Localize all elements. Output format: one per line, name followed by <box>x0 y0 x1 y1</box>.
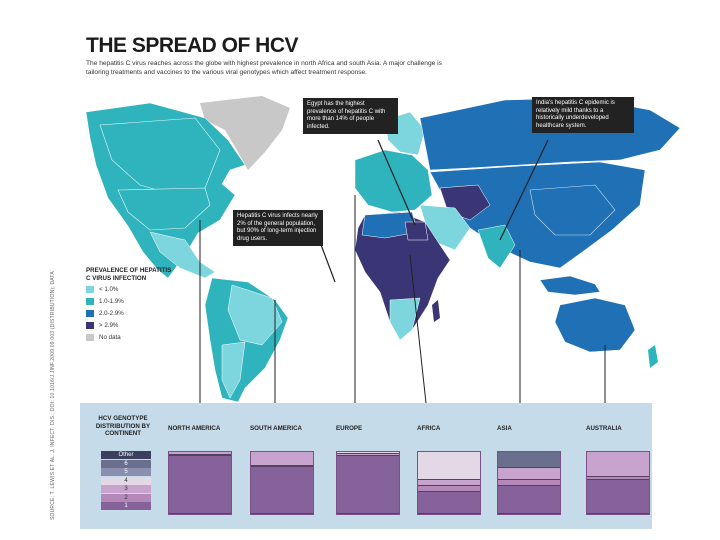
region-label: SOUTH AMERICA <box>250 425 303 432</box>
legend-swatch <box>86 334 94 341</box>
legend-label: > 2.9% <box>99 322 119 329</box>
india-region <box>477 224 516 269</box>
indonesia-region <box>539 275 601 296</box>
genotype-segment-1 <box>169 456 231 514</box>
madagascar-region <box>432 300 440 322</box>
genotype-segment-1 <box>251 467 313 514</box>
argentina-region <box>221 341 246 399</box>
legend-item: No data <box>86 332 176 343</box>
page-subtitle: The hepatitis C virus reaches across the… <box>86 60 442 76</box>
genotype-bar <box>336 451 400 515</box>
prevalence-legend: PREVALENCE OF HEPATITIS C VIRUS INFECTIO… <box>86 267 176 343</box>
new-zealand-region <box>648 345 658 368</box>
legend-swatch <box>86 298 94 305</box>
legend-item: < 1.0% <box>86 284 176 295</box>
region-label: AFRICA <box>417 425 441 432</box>
genotype-segment-3 <box>251 452 313 466</box>
genotype-segment-1 <box>418 492 480 514</box>
china-region <box>529 184 616 236</box>
region-label: NORTH AMERICA <box>168 425 221 432</box>
page-title: THE SPREAD OF HCV <box>86 34 299 57</box>
egypt-region <box>404 221 429 241</box>
australia-region <box>554 297 636 353</box>
genotype-bar <box>417 451 481 515</box>
genotype-segment-3 <box>587 452 649 477</box>
genotype-segment-2 <box>169 455 231 457</box>
egypt-pointer <box>377 139 416 226</box>
japan-region <box>622 185 640 212</box>
genotype-segment-3 <box>498 467 560 480</box>
genotype-key-item: 5 <box>101 468 151 476</box>
legend-swatch <box>86 286 94 293</box>
india-callout: India's hepatitis C epidemic is relative… <box>532 97 634 133</box>
legend-label: No data <box>99 334 121 341</box>
genotype-segment-1 <box>587 479 649 514</box>
genotype-bar <box>497 451 561 515</box>
genotype-segment-1 <box>498 486 560 514</box>
legend-item: > 2.9% <box>86 320 176 331</box>
genotype-segment-3 <box>169 452 231 456</box>
legend-item: 2.0-2.9% <box>86 308 176 319</box>
genotype-segment-4 <box>418 452 480 480</box>
genotype-segment-4 <box>337 452 399 454</box>
genotype-title: HCV GENOTYPE DISTRIBUTION BY CONTINENT <box>95 415 151 437</box>
brazil-region <box>227 284 283 346</box>
north-africa-region <box>361 211 419 239</box>
drug-users-callout: Hepatitis C virus infects nearly 2% of t… <box>233 210 323 246</box>
india-pointer <box>499 139 549 241</box>
legend-label: 1.0-1.9% <box>99 298 124 305</box>
region-label: ASIA <box>497 425 512 432</box>
genotype-segment-2 <box>251 465 313 468</box>
central-america-region <box>149 231 216 279</box>
genotype-bar <box>250 451 314 515</box>
genotype-key-item: 1 <box>101 502 151 510</box>
genotype-segment-2 <box>498 479 560 487</box>
genotype-key-item: 4 <box>101 476 151 485</box>
legend-swatch <box>86 322 94 329</box>
genotype-key-item: Other <box>101 451 151 459</box>
usa-region <box>117 187 211 231</box>
genotype-bar <box>168 451 232 515</box>
region-label: EUROPE <box>336 425 363 432</box>
legend-swatch <box>86 310 94 317</box>
legend-label: 2.0-2.9% <box>99 310 124 317</box>
legend-title: PREVALENCE OF HEPATITIS C VIRUS INFECTIO… <box>86 267 172 282</box>
genotype-key: Other 6 5 4 3 2 1 <box>101 451 151 511</box>
genotype-key-item: 3 <box>101 485 151 493</box>
genotype-segment-3 <box>418 479 480 487</box>
genotype-segment-2 <box>418 486 480 493</box>
legend-item: 1.0-1.9% <box>86 296 176 307</box>
greenland-region <box>200 96 290 170</box>
genotype-segment-2 <box>587 476 649 480</box>
genotype-key-item: 2 <box>101 493 151 502</box>
egypt-callout: Egypt has the highest prevalence of hepa… <box>303 98 398 134</box>
region-label: AUSTRALIA <box>586 425 622 432</box>
drug-users-pointer <box>319 241 336 283</box>
genotype-bar <box>586 451 650 515</box>
genotype-segment-1 <box>337 455 399 514</box>
genotype-key-item: 6 <box>101 459 151 468</box>
genotype-segment-6 <box>498 452 560 468</box>
europe-region <box>354 149 433 213</box>
legend-label: < 1.0% <box>99 286 119 293</box>
genotype-segment-3 <box>337 453 399 456</box>
